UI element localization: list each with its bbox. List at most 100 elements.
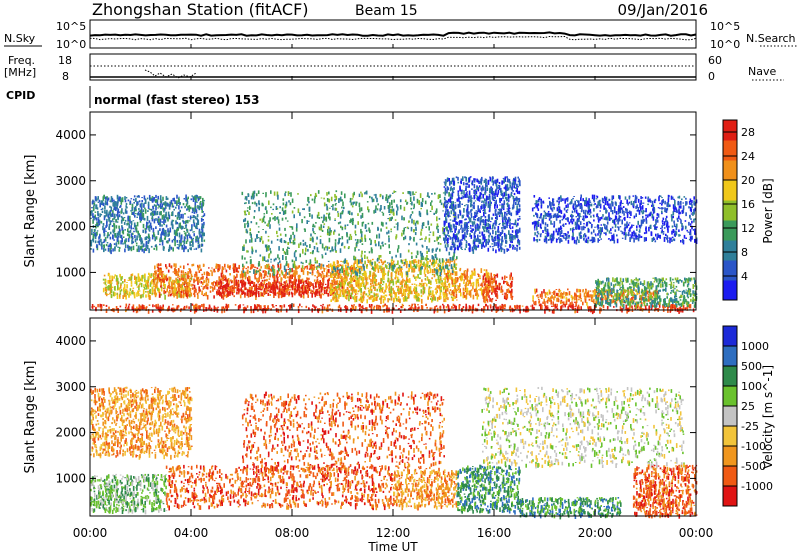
power-cell [368, 289, 371, 294]
power-cell [273, 217, 275, 219]
power-cell [325, 245, 327, 249]
power-cell [247, 222, 250, 227]
power-cell [445, 264, 448, 269]
power-cell [311, 269, 314, 274]
power-cell [150, 245, 153, 248]
power-cell [365, 280, 368, 286]
power-cell [152, 213, 155, 216]
power-cell [307, 294, 309, 298]
power-cell [272, 281, 274, 284]
power-cell [319, 235, 322, 237]
power-cell [97, 210, 99, 216]
power-cell [197, 266, 200, 271]
power-cell [268, 245, 270, 248]
power-cell [285, 217, 287, 220]
power-cell [440, 202, 443, 206]
power-cell [147, 225, 149, 228]
power-cell [203, 287, 206, 289]
power-cell [106, 209, 108, 215]
power-cell [159, 200, 162, 203]
power-cell [413, 268, 415, 273]
power-cell [401, 303, 404, 309]
power-cell [626, 308, 628, 314]
power-cell [390, 278, 393, 281]
power-cell [138, 233, 140, 238]
power-cell [167, 217, 169, 222]
power-cell [305, 284, 307, 286]
power-cell [243, 282, 245, 286]
power-cell [193, 231, 195, 233]
power-cell [373, 307, 375, 311]
power-cell [472, 272, 474, 276]
power-cell [499, 308, 502, 310]
power-cell [172, 271, 175, 273]
power-cell [393, 199, 395, 203]
power-cell [313, 305, 316, 308]
power-cell [672, 304, 675, 308]
power-cell [409, 286, 412, 291]
power-cell [130, 276, 133, 281]
power-cell [339, 273, 342, 279]
power-cell [338, 269, 340, 271]
power-cell [120, 234, 123, 239]
power-cell [389, 280, 392, 284]
power-cell [199, 264, 201, 269]
power-cell [197, 280, 199, 285]
power-cell [192, 284, 194, 286]
power-cell [148, 234, 150, 239]
power-cell [339, 276, 341, 278]
power-cell [253, 282, 256, 286]
power-cell [258, 206, 260, 212]
power-cell [364, 275, 367, 281]
power-cell [408, 279, 410, 283]
power-cell [257, 277, 260, 280]
power-cell [211, 267, 213, 269]
power-cell [423, 269, 426, 275]
power-cell [259, 269, 262, 271]
power-cell [374, 296, 376, 301]
power-cell [320, 224, 322, 229]
power-cell [330, 290, 332, 295]
power-cell [187, 294, 190, 297]
power-cell [120, 219, 123, 224]
power-cell [382, 274, 384, 279]
power-cell [106, 218, 108, 223]
power-cell [331, 270, 334, 274]
power-cell [117, 199, 119, 204]
power-cell [545, 305, 548, 311]
power-cell [376, 293, 379, 295]
power-cell [349, 278, 351, 280]
power-cell [241, 270, 243, 276]
power-cell [374, 278, 376, 282]
power-cell [182, 270, 185, 274]
power-cell [332, 207, 334, 211]
power-cell [139, 294, 142, 299]
power-cell [312, 283, 314, 286]
power-cell [191, 239, 193, 241]
power-cell [335, 277, 338, 280]
power-cell [157, 204, 159, 206]
power-cell [399, 298, 401, 303]
power-cell [395, 263, 398, 266]
power-cell [327, 260, 330, 262]
power-cell [169, 285, 171, 290]
power-cell [223, 285, 226, 288]
power-cell [373, 305, 376, 308]
power-cell [111, 225, 114, 227]
power-cell [163, 224, 165, 226]
power-cell [353, 270, 356, 272]
power-cell [316, 214, 319, 219]
power-cell [160, 293, 162, 296]
power-cell [401, 272, 403, 278]
power-cell [357, 286, 359, 288]
power-cell [247, 207, 249, 209]
power-cell [162, 207, 164, 211]
power-cell [418, 306, 420, 309]
power-cell [297, 309, 300, 314]
power-cell [142, 223, 145, 229]
power-cell [438, 295, 441, 300]
power-cell [406, 274, 409, 278]
power-cell [152, 279, 154, 283]
power-cell [151, 294, 153, 296]
power-cell [209, 290, 212, 293]
